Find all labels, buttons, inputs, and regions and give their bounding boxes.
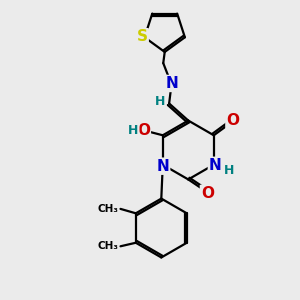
- Text: O: O: [226, 113, 239, 128]
- Text: N: N: [166, 76, 178, 91]
- Text: H: H: [155, 94, 166, 108]
- Text: CH₃: CH₃: [97, 204, 118, 214]
- Text: O: O: [137, 123, 150, 138]
- Text: H: H: [128, 124, 139, 137]
- Text: N: N: [209, 158, 222, 173]
- Text: N: N: [156, 159, 169, 174]
- Text: CH₃: CH₃: [97, 241, 118, 251]
- Text: O: O: [201, 186, 214, 201]
- Text: H: H: [224, 164, 234, 176]
- Text: S: S: [137, 29, 148, 44]
